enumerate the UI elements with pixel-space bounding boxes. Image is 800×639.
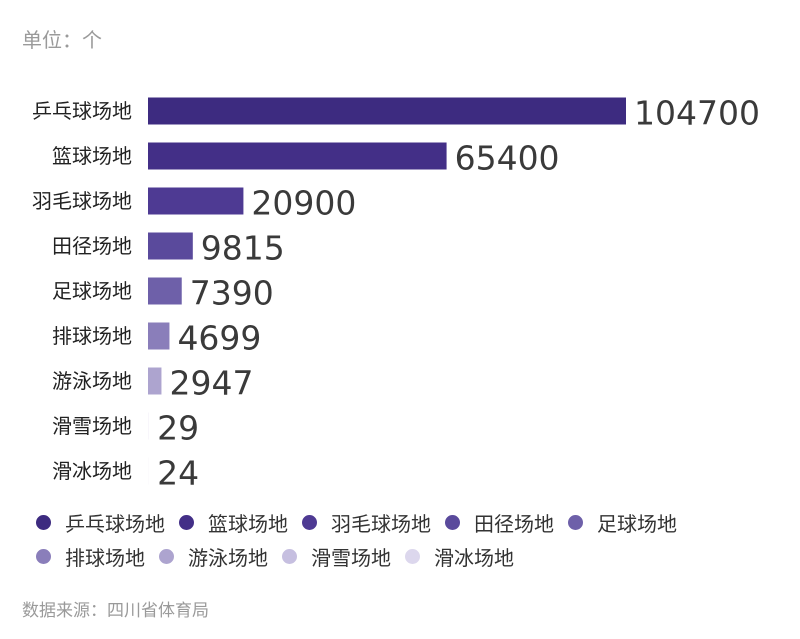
bar [148, 97, 626, 125]
bar [148, 322, 170, 350]
legend-label: 游泳场地 [188, 545, 268, 570]
bar [148, 367, 162, 395]
legend-item: 篮球场地 [179, 510, 288, 536]
chart-legend: 乒乓球场地 篮球场地 羽毛球场地 田径场地 足球场地排球场地 游泳场地 滑雪场地 滑冰场地 [36, 510, 796, 570]
bar [148, 232, 193, 260]
legend-item: 滑雪场地 [282, 544, 391, 570]
value-label: 4699 [177, 319, 261, 358]
legend-item: 田径场地 [445, 510, 554, 536]
legend-item: 乒乓球场地 [36, 510, 165, 536]
legend-label: 滑冰场地 [434, 545, 514, 570]
bar [148, 187, 244, 215]
legend-swatch [36, 514, 51, 530]
category-label: 滑冰场地 [52, 459, 132, 483]
value-label: 20900 [251, 184, 356, 223]
bar [148, 277, 182, 305]
legend-swatch [282, 548, 297, 564]
category-label: 篮球场地 [52, 144, 132, 168]
legend-item: 足球场地 [568, 510, 677, 536]
legend-item: 羽毛球场地 [302, 510, 431, 536]
unit-label: 单位：个 [22, 28, 102, 52]
legend-label: 足球场地 [597, 511, 677, 536]
legend-label: 羽毛球场地 [331, 511, 431, 536]
legend-swatch [568, 514, 583, 530]
value-label: 24 [157, 454, 199, 493]
legend-item: 游泳场地 [159, 544, 268, 570]
category-label: 滑雪场地 [52, 414, 132, 438]
legend-swatch [302, 514, 317, 530]
category-label: 田径场地 [52, 234, 132, 258]
category-label: 游泳场地 [52, 369, 132, 393]
category-label: 足球场地 [52, 279, 132, 303]
legend-label: 排球场地 [65, 545, 145, 570]
bar [148, 142, 447, 170]
legend-swatch [405, 548, 420, 564]
legend-swatch [179, 514, 194, 530]
legend-label: 滑雪场地 [311, 545, 391, 570]
value-label: 2947 [169, 364, 253, 403]
legend-label: 田径场地 [474, 511, 554, 536]
value-label: 104700 [634, 94, 760, 133]
value-label: 9815 [201, 229, 285, 268]
value-label: 65400 [455, 139, 560, 178]
category-label: 羽毛球场地 [32, 189, 132, 213]
legend-swatch [36, 548, 51, 564]
bar-chart: 乒乓球场地 104700 篮球场地 65400 羽毛球场地 20900 田径场地 9815 足球… [32, 94, 760, 493]
legend-item: 排球场地 [36, 544, 145, 570]
value-label: 29 [157, 409, 199, 448]
source-label: 数据来源：四川省体育局 [22, 601, 209, 621]
category-label: 乒乓球场地 [32, 99, 132, 123]
legend-swatch [159, 548, 174, 564]
legend-item: 滑冰场地 [405, 544, 514, 570]
value-label: 7390 [190, 274, 274, 313]
legend-label: 乒乓球场地 [65, 511, 165, 536]
legend-swatch [445, 514, 460, 530]
category-label: 排球场地 [52, 324, 132, 348]
legend-label: 篮球场地 [208, 511, 288, 536]
